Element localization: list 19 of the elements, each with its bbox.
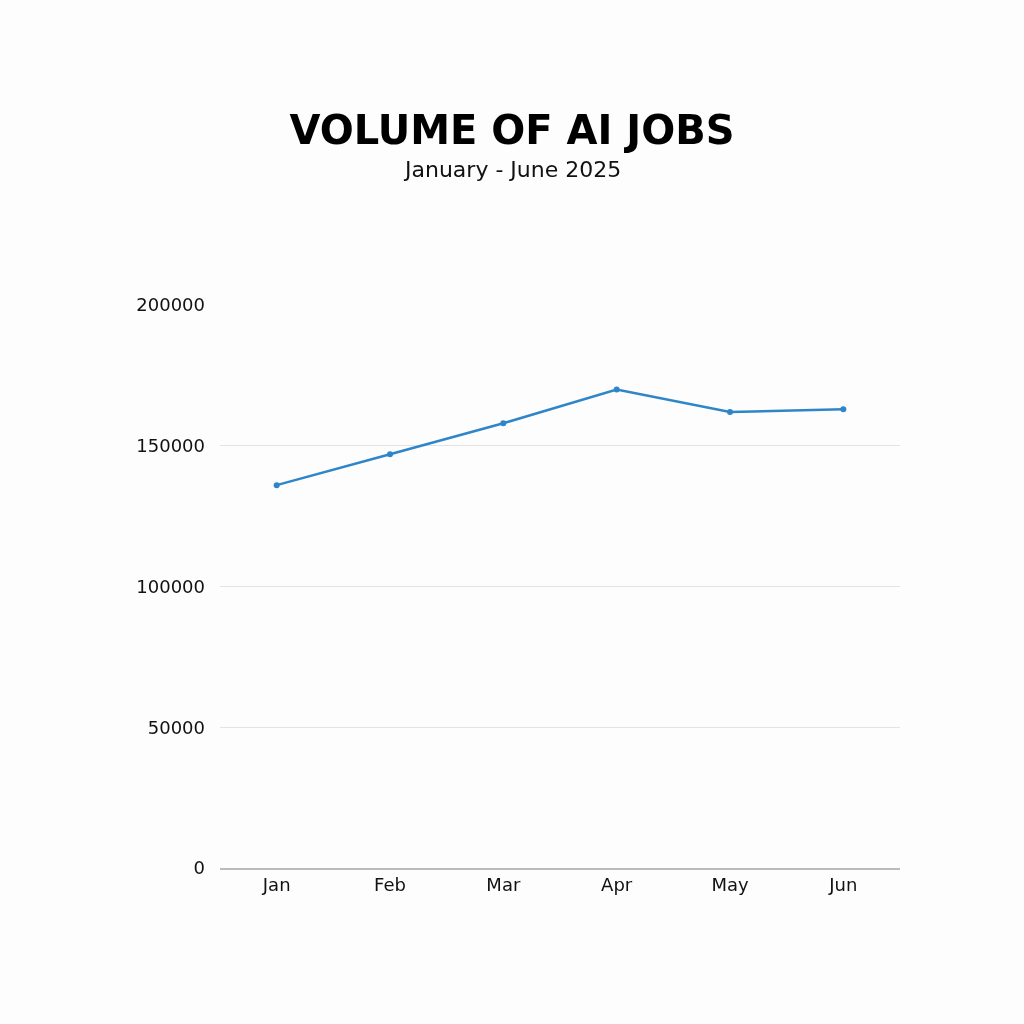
x-tick-label: Jun bbox=[828, 874, 858, 896]
x-tick-label: May bbox=[711, 874, 749, 896]
y-tick-label: 200000 bbox=[136, 294, 205, 316]
chart-subtitle: January - June 2025 bbox=[403, 157, 622, 182]
y-tick-label: 100000 bbox=[136, 575, 205, 597]
x-tick-label: Jan bbox=[261, 874, 291, 896]
chart-title: VOLUME OF AI JOBS bbox=[289, 107, 735, 153]
y-tick-label: 0 bbox=[193, 857, 205, 879]
x-tick-label: Apr bbox=[601, 874, 633, 896]
x-tick-label: Feb bbox=[374, 874, 406, 896]
point bbox=[840, 406, 847, 413]
point bbox=[387, 451, 393, 458]
point bbox=[727, 408, 733, 415]
point bbox=[613, 386, 620, 393]
y-tick-label: 50000 bbox=[147, 716, 205, 738]
y-tick-label: 150000 bbox=[136, 435, 205, 457]
x-tick-label: Mar bbox=[486, 874, 521, 896]
point bbox=[500, 420, 507, 427]
point bbox=[273, 482, 280, 489]
